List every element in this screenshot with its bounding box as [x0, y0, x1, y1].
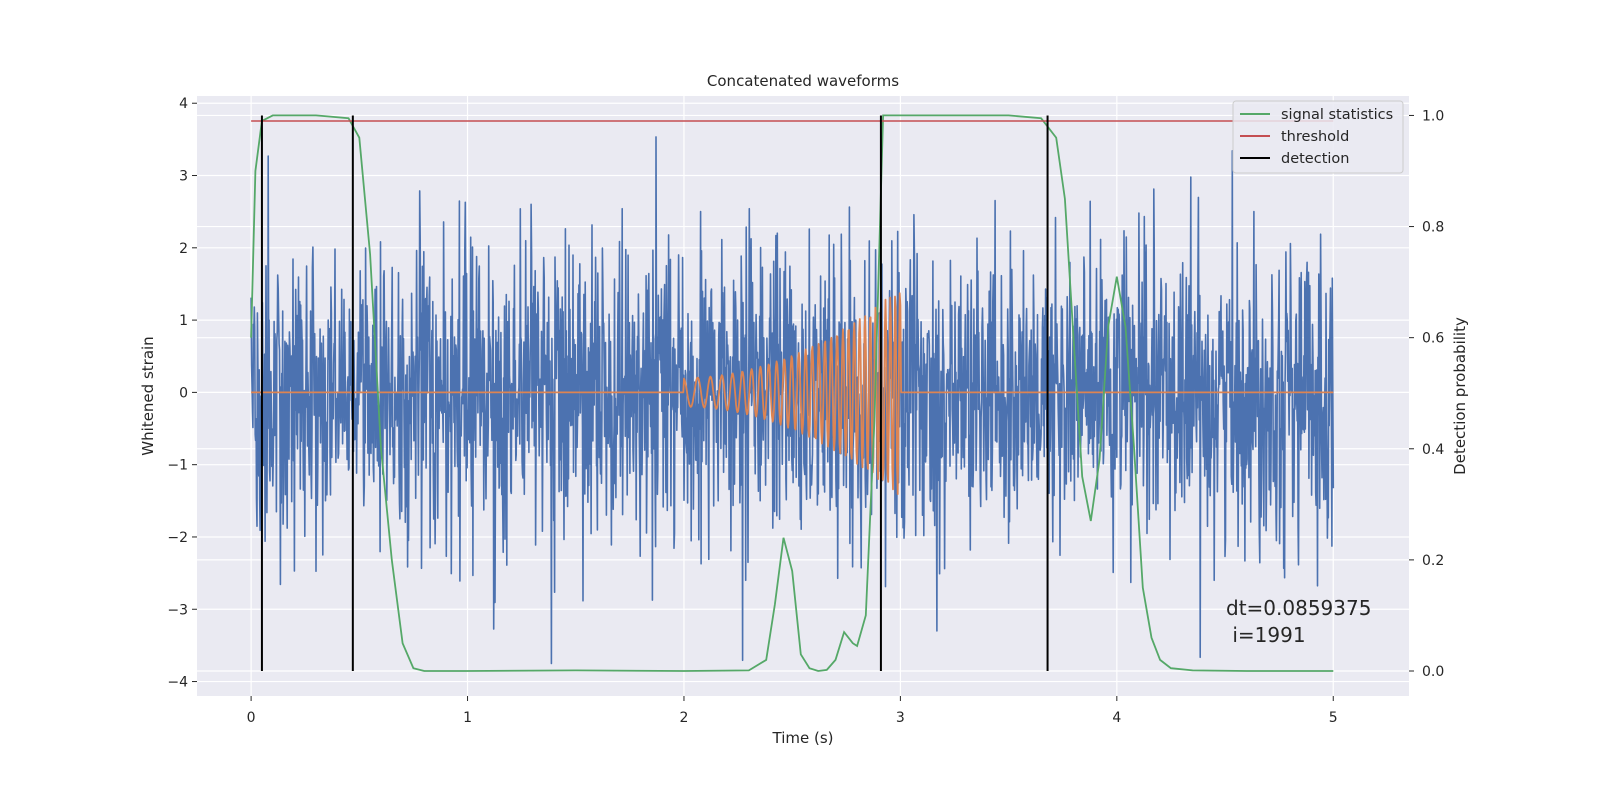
x-axis-label: Time (s)	[772, 729, 834, 747]
chart-title: Concatenated waveforms	[707, 72, 899, 90]
y-tick-label: −1	[167, 458, 188, 474]
x-tick-label: 3	[896, 710, 905, 726]
x-tick-label: 1	[463, 710, 472, 726]
x-tick-label: 2	[680, 710, 689, 726]
legend-label-threshold: threshold	[1281, 129, 1349, 145]
annotation-i: i=1991	[1226, 623, 1306, 647]
injected-signal-line	[250, 292, 1334, 495]
y2-axis-ticks: 0.0 0.2 0.4 0.6 0.8 1.0	[1409, 108, 1444, 680]
y-tick-label: −4	[167, 675, 188, 691]
y2-tick-label: 0.2	[1422, 553, 1444, 569]
y-tick-label: −3	[167, 602, 188, 618]
y-tick-label: 0	[179, 385, 188, 401]
y2-tick-label: 0.4	[1422, 442, 1444, 458]
y2-tick-label: 1.0	[1422, 108, 1444, 124]
y-tick-label: 2	[179, 241, 188, 257]
y-axis-label: Whitened strain	[139, 336, 157, 455]
legend-label-signal-statistics: signal statistics	[1281, 107, 1393, 123]
y2-tick-label: 0.0	[1422, 664, 1444, 680]
annotation: dt=0.0859375 i=1991	[1226, 596, 1371, 647]
probability-series-layer	[250, 114, 1334, 672]
legend-label-detection: detection	[1281, 151, 1349, 167]
y-tick-label: −2	[167, 530, 188, 546]
legend-box	[1232, 100, 1404, 174]
x-tick-label: 5	[1329, 710, 1338, 726]
y-tick-label: 4	[179, 96, 188, 112]
y2-axis-label: Detection probability	[1451, 317, 1469, 475]
y2-tick-label: 0.8	[1422, 220, 1444, 236]
y-axis-ticks: −4 −3 −2 −1 0 1 2 3 4	[167, 96, 197, 691]
annotation-dt: dt=0.0859375	[1226, 596, 1371, 620]
y-tick-label: 1	[179, 313, 188, 329]
y2-tick-label: 0.6	[1422, 331, 1444, 347]
x-axis-ticks: 0 1 2 3 4 5	[247, 696, 1338, 726]
noise-series-line	[250, 136, 1335, 665]
x-tick-label: 4	[1112, 710, 1121, 726]
signal-statistics-line	[250, 114, 1334, 672]
y-tick-label: 3	[179, 169, 188, 185]
x-tick-label: 0	[247, 710, 256, 726]
legend: signal statistics threshold detection	[1232, 100, 1404, 174]
